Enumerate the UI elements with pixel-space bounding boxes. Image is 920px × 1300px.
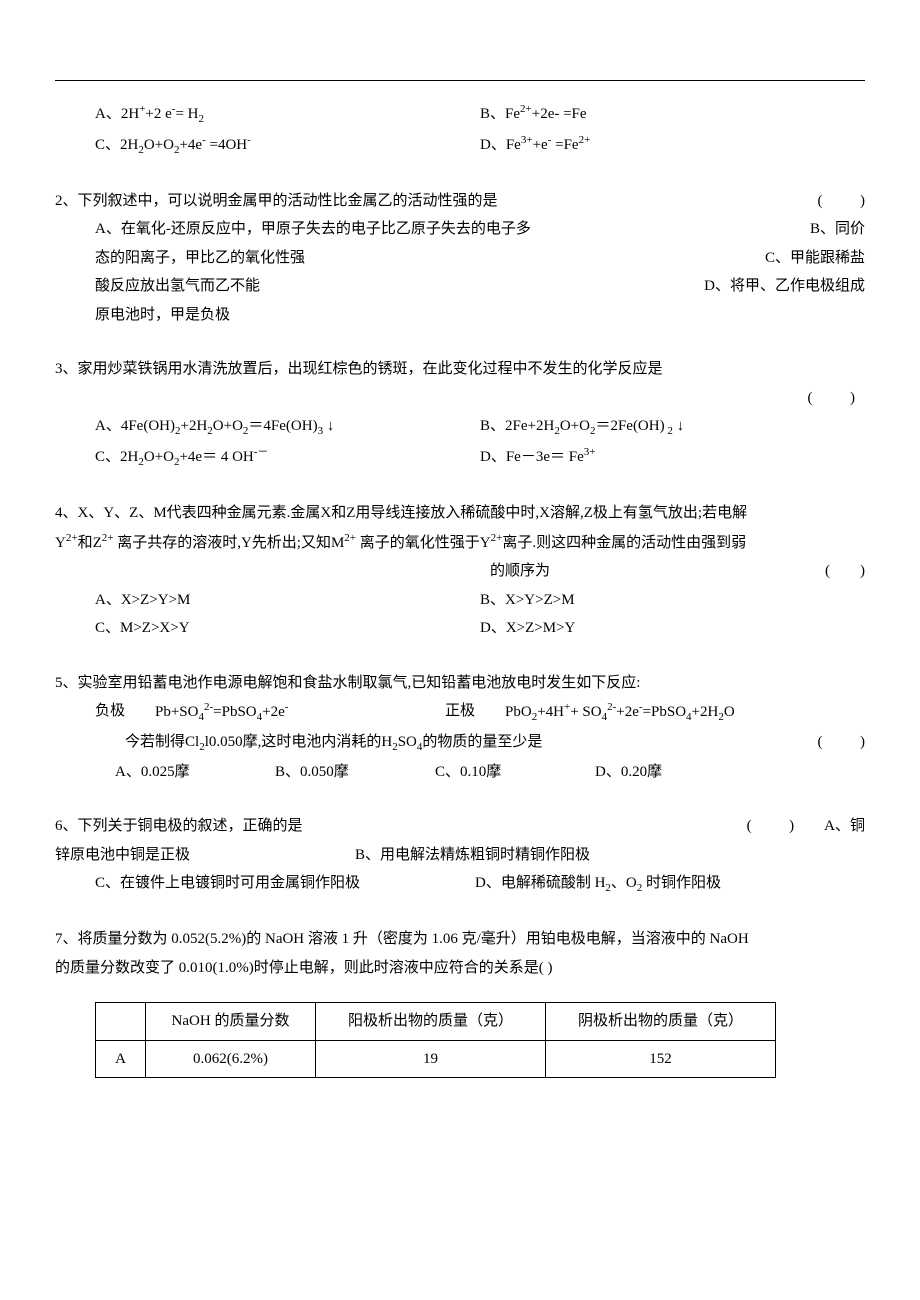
q5-neg-eq: Pb+SO42-=PbSO4+2e- xyxy=(155,697,445,728)
th-3: 阴极析出物的质量（克） xyxy=(546,1003,776,1041)
q1-opt-b: B、Fe2++2e- =Fe xyxy=(480,99,865,130)
q5-neg-label: 负极 xyxy=(95,697,155,728)
th-1: NaOH 的质量分数 xyxy=(146,1003,316,1041)
q4-paren: ( ) xyxy=(825,557,865,586)
q3-paren-line: ( ) xyxy=(55,384,865,413)
td-a3: 152 xyxy=(546,1040,776,1078)
q5-opt-a: A、0.025摩 xyxy=(115,758,275,787)
q5-opt-c: C、0.10摩 xyxy=(435,758,595,787)
td-a1: 0.062(6.2%) xyxy=(146,1040,316,1078)
q3-opt-d: D、Fe－3e＝ Fe3+ xyxy=(480,442,865,473)
q2-paren: ( ) xyxy=(818,187,866,216)
q3-stem: 3、家用炒菜铁锅用水清洗放置后，出现红棕色的锈斑，在此变化过程中不发生的化学反应… xyxy=(55,355,865,384)
q5-electrodes: 负极 Pb+SO42-=PbSO4+2e- 正极 PbO2+4H++ SO42-… xyxy=(55,697,865,728)
q5-opt-d: D、0.20摩 xyxy=(595,758,755,787)
q2-opt-d-tail: 原电池时，甲是负极 xyxy=(95,301,230,330)
q5-pos-label: 正极 xyxy=(445,697,505,728)
q7-stem1: 7、将质量分数为 0.052(5.2%)的 NaOH 溶液 1 升（密度为 1.… xyxy=(55,925,865,954)
q4-opt-c: C、M>Z>X>Y xyxy=(95,614,480,643)
page-rule xyxy=(55,80,865,81)
th-0 xyxy=(96,1003,146,1041)
q2-opt-d-head: D、将甲、乙作电极组成 xyxy=(704,272,865,301)
q5-paren: ( ) xyxy=(818,728,866,758)
q4-order-line: 的顺序为 ( ) xyxy=(55,557,865,586)
q5-opt-b: B、0.050摩 xyxy=(275,758,435,787)
q3-options-row2: C、2H2O+O2+4e＝ 4 OH-－ D、Fe－3e＝ Fe3+ xyxy=(55,442,865,473)
q6-stem-line: 6、下列关于铜电极的叙述，正确的是 ( ) A、铜 xyxy=(55,812,865,841)
th-2: 阳极析出物的质量（克） xyxy=(316,1003,546,1041)
q4-order: 的顺序为 xyxy=(55,557,825,586)
q6-opt-c: C、在镀件上电镀铜时可用金属铜作阳极 xyxy=(95,869,475,899)
td-a2: 19 xyxy=(316,1040,546,1078)
q4-stem1: 4、X、Y、Z、M代表四种金属元素.金属X和Z用导线连接放入稀硫酸中时,X溶解,… xyxy=(55,499,865,528)
q5-options: A、0.025摩 B、0.050摩 C、0.10摩 D、0.20摩 xyxy=(55,758,865,787)
q4-options-row1: A、X>Z>Y>M B、X>Y>Z>M xyxy=(55,586,865,615)
table-row: A 0.062(6.2%) 19 152 xyxy=(96,1040,776,1078)
q6-opt-a-tail: 锌原电池中铜是正极 xyxy=(55,841,355,870)
q5-cond-line: 今若制得Cl2l0.050摩,这时电池内消耗的H2SO4的物质的量至少是 ( ) xyxy=(55,728,865,758)
q5-stem: 5、实验室用铅蓄电池作电源电解饱和食盐水制取氯气,已知铅蓄电池放电时发生如下反应… xyxy=(55,669,865,698)
q6-opt-b: B、用电解法精炼粗铜时精铜作阳极 xyxy=(355,841,590,870)
q3-paren: ( ) xyxy=(808,384,856,413)
q6-opt-d: D、电解稀硫酸制 H2、O2 时铜作阳极 xyxy=(475,869,721,899)
q4-opt-a: A、X>Z>Y>M xyxy=(95,586,480,615)
table-header-row: NaOH 的质量分数 阳极析出物的质量（克） 阴极析出物的质量（克） xyxy=(96,1003,776,1041)
q1-options-row1: A、2H++2 e-= H2 B、Fe2++2e- =Fe xyxy=(55,99,865,130)
q2-opt-b-head: B、同价 xyxy=(810,215,865,244)
q2-stem-text: 2、下列叙述中，可以说明金属甲的活动性比金属乙的活动性强的是 xyxy=(55,187,498,216)
q6-paren: ( ) xyxy=(747,812,795,841)
q5-pos-eq: PbO2+4H++ SO42-+2e-=PbSO4+2H2O xyxy=(505,697,735,728)
q6-stem: 6、下列关于铜电极的叙述，正确的是 xyxy=(55,812,303,841)
q2-opt-c-tail: 酸反应放出氢气而乙不能 xyxy=(95,272,260,301)
q6-opt-a-head: A、铜 xyxy=(824,812,865,841)
q3-opt-b: B、2Fe+2H2O+O2＝2Fe(OH) 2 ↓ xyxy=(480,412,865,442)
q2-opt-b-tail: 态的阳离子，甲比乙的氧化性强 xyxy=(95,244,305,273)
q6-line2: 锌原电池中铜是正极 B、用电解法精炼粗铜时精铜作阳极 xyxy=(55,841,865,870)
q2-stem: 2、下列叙述中，可以说明金属甲的活动性比金属乙的活动性强的是 ( ) xyxy=(55,187,865,216)
q3-opt-c: C、2H2O+O2+4e＝ 4 OH-－ xyxy=(95,442,480,473)
q4-opt-b: B、X>Y>Z>M xyxy=(480,586,865,615)
q7-table: NaOH 的质量分数 阳极析出物的质量（克） 阴极析出物的质量（克） A 0.0… xyxy=(95,1002,776,1078)
q5-cond: 今若制得Cl2l0.050摩,这时电池内消耗的H2SO4的物质的量至少是 xyxy=(55,728,542,758)
q7-stem2: 的质量分数改变了 0.010(1.0%)时停止电解，则此时溶液中应符合的关系是(… xyxy=(55,954,865,983)
q3-options-row1: A、4Fe(OH)2+2H2O+O2＝4Fe(OH)3 ↓ B、2Fe+2H2O… xyxy=(55,412,865,442)
q1-opt-c: C、2H2O+O2+4e- =4OH- xyxy=(95,130,480,161)
td-a0: A xyxy=(96,1040,146,1078)
q1-opt-a: A、2H++2 e-= H2 xyxy=(95,99,480,130)
q6-line3: C、在镀件上电镀铜时可用金属铜作阳极 D、电解稀硫酸制 H2、O2 时铜作阳极 xyxy=(55,869,865,899)
q2-opt-c-head: C、甲能跟稀盐 xyxy=(765,244,865,273)
q1-options-row2: C、2H2O+O2+4e- =4OH- D、Fe3++e- =Fe2+ xyxy=(55,130,865,161)
q4-options-row2: C、M>Z>X>Y D、X>Z>M>Y xyxy=(55,614,865,643)
q4-stem2: Y2+和Z2+ 离子共存的溶液时,Y先析出;又知M2+ 离子的氧化性强于Y2+离… xyxy=(55,528,865,558)
q2-options: A、在氧化-还原反应中，甲原子失去的电子比乙原子失去的电子多 B、同价 态的阳离… xyxy=(55,215,865,329)
q3-opt-a: A、4Fe(OH)2+2H2O+O2＝4Fe(OH)3 ↓ xyxy=(95,412,480,442)
q2-opt-a: A、在氧化-还原反应中，甲原子失去的电子比乙原子失去的电子多 xyxy=(95,215,531,244)
q1-opt-d: D、Fe3++e- =Fe2+ xyxy=(480,130,865,161)
q4-opt-d: D、X>Z>M>Y xyxy=(480,614,865,643)
